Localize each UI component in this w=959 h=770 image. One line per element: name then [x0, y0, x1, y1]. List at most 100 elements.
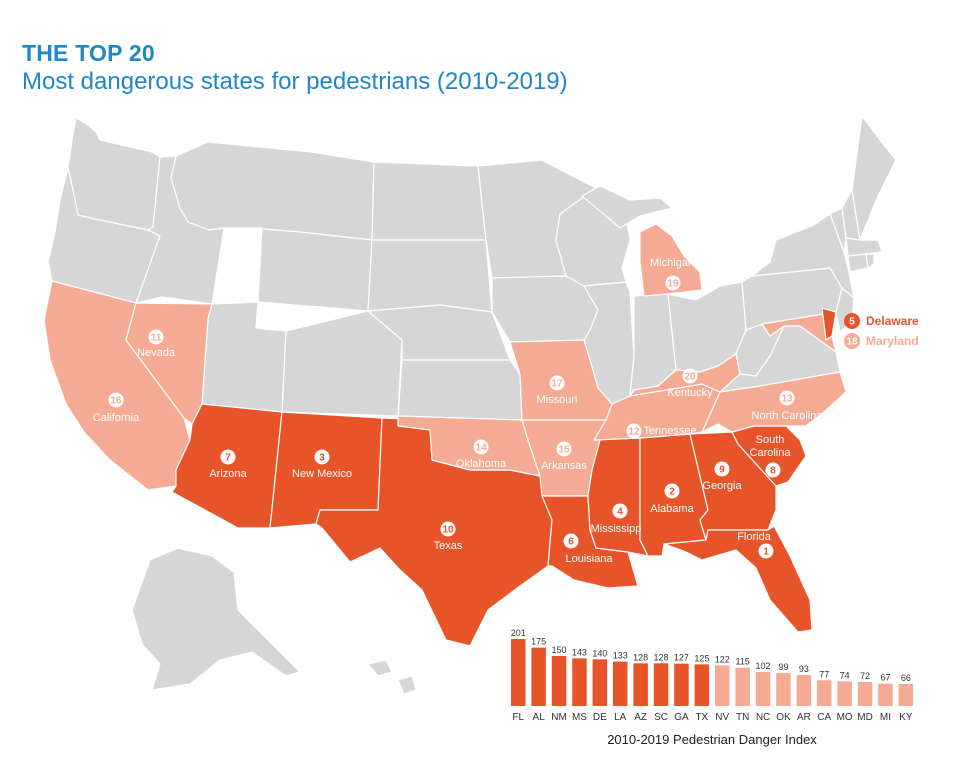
- rank-badge: [612, 503, 628, 519]
- rank-number: 3: [319, 453, 325, 464]
- bar-value-label: 143: [572, 647, 587, 657]
- state-name: Michigan: [650, 257, 694, 269]
- bar-ar: [796, 675, 812, 706]
- bar-category-label: FL: [512, 712, 524, 723]
- bar-mi: [878, 683, 893, 706]
- state-name: Alabama: [650, 503, 694, 515]
- map-label-north-carolina: 13 North Carolina: [752, 390, 823, 422]
- rank-number: 15: [558, 445, 570, 456]
- bar-al: [531, 647, 546, 706]
- map-label-maryland: 18 Maryland: [844, 333, 919, 349]
- rank-badge: [626, 423, 642, 439]
- bar-value-label: 175: [531, 637, 546, 647]
- state-name: Maryland: [866, 334, 919, 348]
- rank-number: 17: [551, 379, 563, 390]
- rank-badge: [664, 483, 680, 499]
- map-label-kentucky: 20 Kentucky: [667, 368, 713, 399]
- bar-category-label: NC: [756, 712, 770, 723]
- bar-value-label: 74: [840, 670, 850, 680]
- bar-value-label: 77: [819, 669, 829, 679]
- state-name: Texas: [434, 540, 463, 552]
- bar-category-label: NM: [551, 712, 567, 723]
- bar-nc: [755, 672, 771, 706]
- rank-number: 9: [719, 465, 725, 476]
- rank-number: 4: [617, 507, 623, 518]
- rank-badge: [665, 275, 681, 291]
- rank-badge: [779, 390, 795, 406]
- rank-number: 7: [225, 453, 231, 464]
- bar-sc: [653, 663, 669, 706]
- map-label-california: 16 California: [93, 392, 140, 424]
- bar-tn: [735, 667, 750, 706]
- bar-value-label: 128: [654, 652, 669, 662]
- state-name: Louisiana: [565, 553, 613, 565]
- state-name: Mississipp: [591, 523, 642, 535]
- rank-badge: [440, 521, 456, 537]
- state-name: Florida: [737, 531, 772, 543]
- bar-value-label: 150: [552, 645, 567, 655]
- state-name: Arkansas: [541, 460, 587, 472]
- rank-badge: [682, 368, 698, 384]
- state-name: Oklahoma: [456, 458, 507, 470]
- bar-category-label: CA: [817, 712, 831, 723]
- bar-value-label: 140: [592, 648, 607, 658]
- state-name: South: [756, 434, 785, 446]
- state-name: California: [93, 412, 140, 424]
- state-michigan-up: [581, 185, 673, 229]
- rank-number: 8: [770, 466, 776, 477]
- bar-ms: [572, 658, 587, 706]
- bar-value-label: 115: [735, 657, 749, 667]
- state-name-line2: Carolina: [750, 447, 792, 459]
- map-label-tennessee: 12 Tennessee: [626, 423, 697, 439]
- bar-category-label: MI: [880, 712, 891, 723]
- state-name: Missouri: [537, 394, 578, 406]
- rank-number: 2: [669, 487, 675, 498]
- bar-fl: [511, 639, 526, 706]
- map-shapes: [43, 115, 897, 695]
- map-label-oklahoma: 14 Oklahoma: [456, 439, 507, 470]
- map-label-texas: 10 Texas: [434, 521, 463, 552]
- bar-category-label: TX: [695, 712, 708, 723]
- state-name: Nevada: [137, 347, 176, 359]
- rank-number: 14: [475, 443, 487, 454]
- bar-value-label: 125: [694, 653, 709, 663]
- bar-category-label: MS: [572, 712, 587, 723]
- map-label-georgia: 9 Georgia: [702, 461, 742, 492]
- map-label-arkansas: 15 Arkansas: [541, 441, 587, 472]
- bar-value-label: 99: [778, 662, 788, 672]
- bar-tx: [694, 664, 710, 706]
- rank-number: 19: [667, 279, 679, 290]
- rank-badge: [844, 333, 860, 349]
- state-michigan: [639, 223, 703, 297]
- state-delaware: [821, 307, 837, 341]
- bar-category-label: AL: [533, 712, 546, 723]
- state-name: Delaware: [866, 314, 919, 328]
- state-florida: [663, 525, 813, 633]
- bar-value-label: 127: [674, 653, 689, 663]
- bar-az: [633, 663, 648, 706]
- state-massachusetts: [845, 237, 883, 257]
- rank-number: 12: [628, 427, 640, 438]
- page-subtitle: Most dangerous states for pedestrians (2…: [22, 68, 568, 95]
- bar-category-label: DE: [593, 712, 607, 723]
- bar-ga: [674, 663, 689, 706]
- rank-number: 10: [442, 525, 454, 536]
- bar-category-label: SC: [654, 712, 668, 723]
- rank-badge: [148, 329, 164, 345]
- bar-value-label: 93: [799, 664, 809, 674]
- rank-badge: [714, 461, 730, 477]
- state-name: Tennessee: [643, 425, 696, 437]
- bar-value-label: 201: [511, 628, 526, 638]
- map-label-nevada: 11 Nevada: [137, 329, 176, 359]
- map-label-arizona: 7 Arizona: [209, 449, 248, 480]
- bar-value-label: 128: [633, 652, 648, 662]
- rank-number: 11: [151, 333, 162, 344]
- rank-badge: [220, 449, 236, 465]
- rank-badge: [844, 313, 860, 329]
- bar-category-label: KY: [899, 712, 913, 723]
- bar-de: [592, 659, 608, 706]
- bar-value-label: 67: [880, 673, 890, 683]
- bar-value-label: 133: [613, 651, 628, 661]
